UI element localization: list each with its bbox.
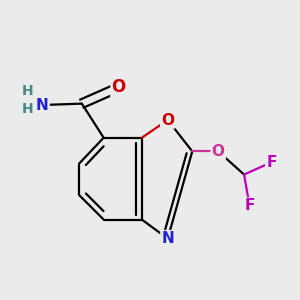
Text: N: N xyxy=(161,231,174,246)
Text: O: O xyxy=(212,144,225,159)
Text: F: F xyxy=(266,155,277,170)
Text: H: H xyxy=(22,102,33,116)
Text: O: O xyxy=(161,112,174,128)
Text: O: O xyxy=(112,78,126,96)
Text: N: N xyxy=(36,98,49,112)
Text: F: F xyxy=(244,198,255,213)
Text: H: H xyxy=(22,84,33,98)
